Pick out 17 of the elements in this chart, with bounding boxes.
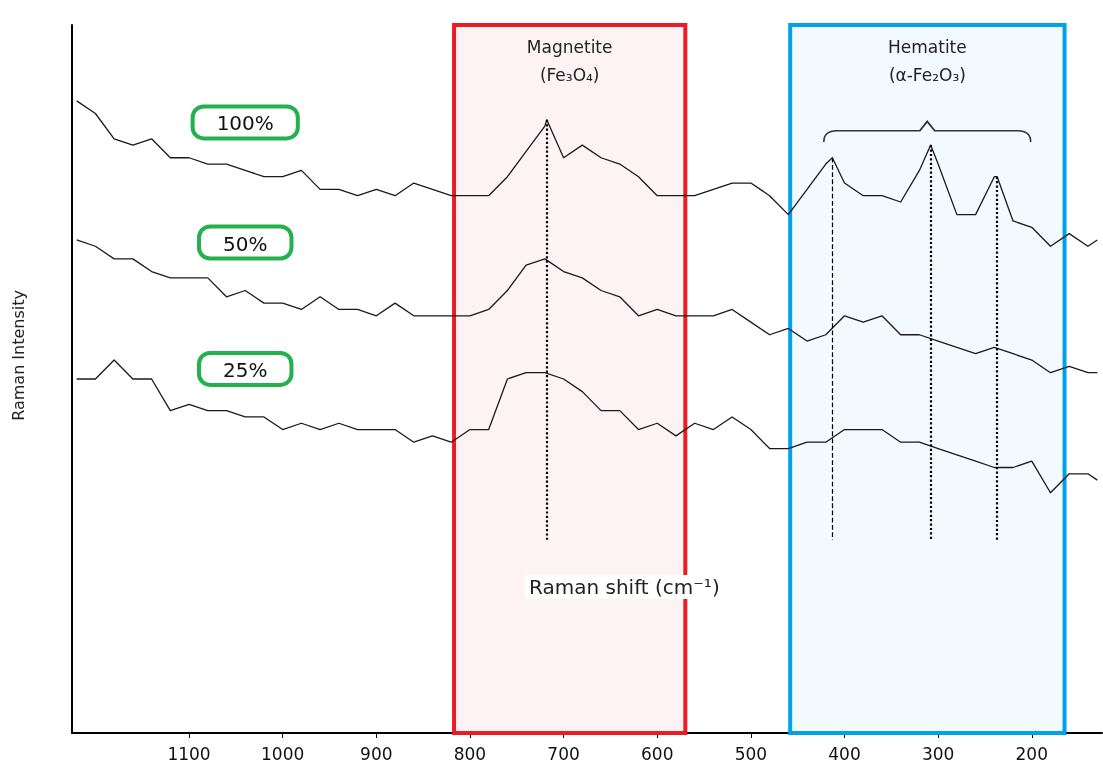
series-label: 25% bbox=[223, 357, 268, 382]
series-label: 100% bbox=[216, 111, 274, 136]
x-tick-label: 1000 bbox=[261, 743, 305, 764]
band-label: Hematite (α-Fe₂O₃) bbox=[888, 37, 967, 85]
x-tick-label: 700 bbox=[547, 743, 580, 764]
y-axis-title: Raman Intensity bbox=[8, 290, 28, 421]
series-label: 50% bbox=[223, 231, 268, 256]
x-tick-label: 900 bbox=[360, 743, 393, 764]
x-axis-title: Raman shift (cm⁻¹) bbox=[529, 575, 720, 599]
x-tick-label: 400 bbox=[828, 743, 861, 764]
x-tick-label: 500 bbox=[734, 743, 768, 764]
band-label: Magnetite (Fe₃O₄) bbox=[526, 37, 613, 85]
x-tick-label: 600 bbox=[641, 743, 674, 764]
x-tick-label: 300 bbox=[921, 743, 955, 764]
x-tick-label: 1100 bbox=[167, 743, 211, 764]
x-tick-label: 200 bbox=[1015, 743, 1048, 764]
x-tick-label: 800 bbox=[453, 743, 487, 764]
